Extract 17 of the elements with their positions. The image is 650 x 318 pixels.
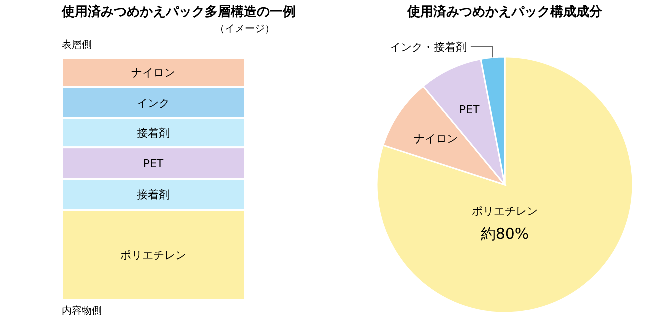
- slice-label: PET: [459, 104, 480, 117]
- data-label: 約80%: [480, 225, 530, 243]
- series-label: PET: [143, 157, 164, 170]
- series-label: インク: [137, 96, 170, 110]
- series-label: ポリエチレン: [120, 249, 186, 262]
- series-label: 接着剤: [137, 127, 170, 140]
- chart-title: 使用済みつめかえパック構成成分: [406, 4, 604, 20]
- text: 内容物側: [62, 305, 102, 317]
- chart-title: 使用済みつめかえパック多層構造の一例: [61, 4, 296, 20]
- slice-label: ポリエチレン: [472, 205, 538, 218]
- pie-slice: [376, 56, 634, 314]
- slice-label: ナイロン: [414, 132, 458, 146]
- series-label: 接着剤: [137, 188, 170, 202]
- chart-subtitle: （イメージ）: [215, 24, 275, 35]
- text: 表層側: [62, 39, 92, 51]
- series-label: ナイロン: [132, 66, 176, 80]
- slice-label: インク・接着剤: [390, 41, 467, 54]
